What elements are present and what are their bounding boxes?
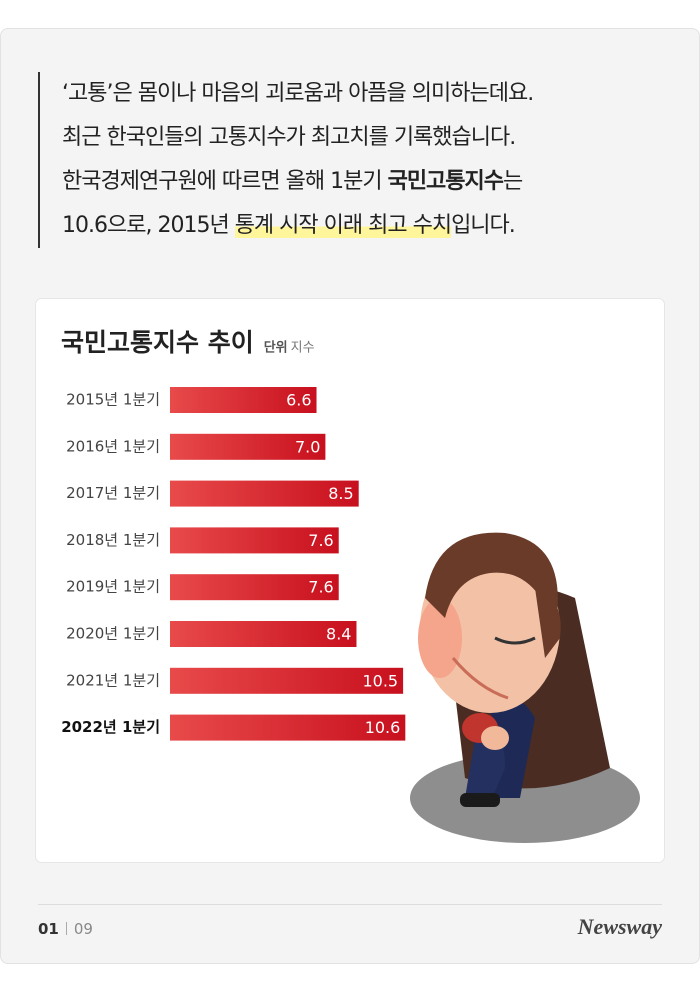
brand-logo: Newsway bbox=[577, 914, 662, 939]
value-label: 8.5 bbox=[328, 484, 353, 503]
value-label: 7.6 bbox=[308, 531, 333, 550]
unit: 지수 bbox=[291, 341, 315, 356]
illustration bbox=[410, 532, 640, 843]
value-label: 10.5 bbox=[362, 671, 398, 690]
value-label: 7.0 bbox=[295, 437, 320, 456]
intro-line: 한국경제연구원에 따르면 올해 1분기 국민고통지수는 bbox=[62, 160, 533, 204]
separator bbox=[65, 922, 67, 935]
bar bbox=[170, 527, 339, 554]
text: 한국경제연구원에 따르면 올해 1분기 bbox=[62, 169, 388, 194]
text: ‘고통’은 몸이나 마음의 괴로움과 아픔을 의미하는데요. bbox=[62, 81, 534, 106]
intro-line: ‘고통’은 몸이나 마음의 괴로움과 아픔을 의미하는데요. bbox=[62, 72, 534, 116]
page-number: 01 bbox=[38, 920, 59, 938]
category-label: 2017년 1분기 bbox=[66, 484, 160, 502]
page-total: 09 bbox=[73, 920, 93, 938]
value-label: 8.4 bbox=[326, 625, 351, 644]
value-label: 10.6 bbox=[365, 718, 401, 737]
category-label: 2021년 1분기 bbox=[66, 671, 160, 689]
bar bbox=[170, 714, 406, 741]
text: 입니다. bbox=[451, 213, 516, 238]
text: 10.6으로, 2015년 bbox=[62, 213, 235, 238]
category-label: 2016년 1분기 bbox=[66, 437, 160, 455]
unit-label: 단위 bbox=[264, 340, 288, 356]
intro: ‘고통’은 몸이나 마음의 괴로움과 아픔을 의미하는데요. 최근 한국인들의 … bbox=[38, 72, 534, 248]
bold-text: 국민고통지수 bbox=[387, 169, 504, 194]
intro-line: 10.6으로, 2015년 통계 시작 이래 최고 수치입니다. bbox=[62, 204, 533, 248]
highlight-text: 통계 시작 이래 최고 수치 bbox=[234, 213, 452, 238]
category-label: 2020년 1분기 bbox=[66, 625, 160, 643]
chart-title: 국민고통지수 추이 bbox=[61, 328, 254, 357]
bar bbox=[170, 480, 359, 507]
category-label: 2018년 1분기 bbox=[66, 531, 160, 549]
intro-line: 최근 한국인들의 고통지수가 최고치를 기록했습니다. bbox=[62, 116, 533, 160]
bar bbox=[170, 574, 339, 601]
bar bbox=[170, 621, 357, 647]
page-indicator: 01 09 bbox=[38, 920, 93, 938]
category-label: 2019년 1분기 bbox=[66, 578, 160, 596]
chart: 국민고통지수 추이 단위 지수 2015년 1분기 6.6 2016년 1분기 7.0… bbox=[35, 298, 665, 863]
category-label: 2015년 1분기 bbox=[66, 391, 160, 409]
value-label: 6.6 bbox=[286, 391, 311, 410]
text: 최근 한국인들의 고통지수가 최고치를 기록했습니다. bbox=[62, 125, 516, 150]
bar bbox=[170, 667, 404, 694]
value-label: 7.6 bbox=[308, 578, 333, 597]
divider bbox=[38, 904, 662, 905]
bar bbox=[170, 433, 326, 460]
bar bbox=[170, 387, 317, 413]
text: 는 bbox=[503, 169, 523, 194]
category-label: 2022년 1분기 bbox=[61, 718, 160, 736]
